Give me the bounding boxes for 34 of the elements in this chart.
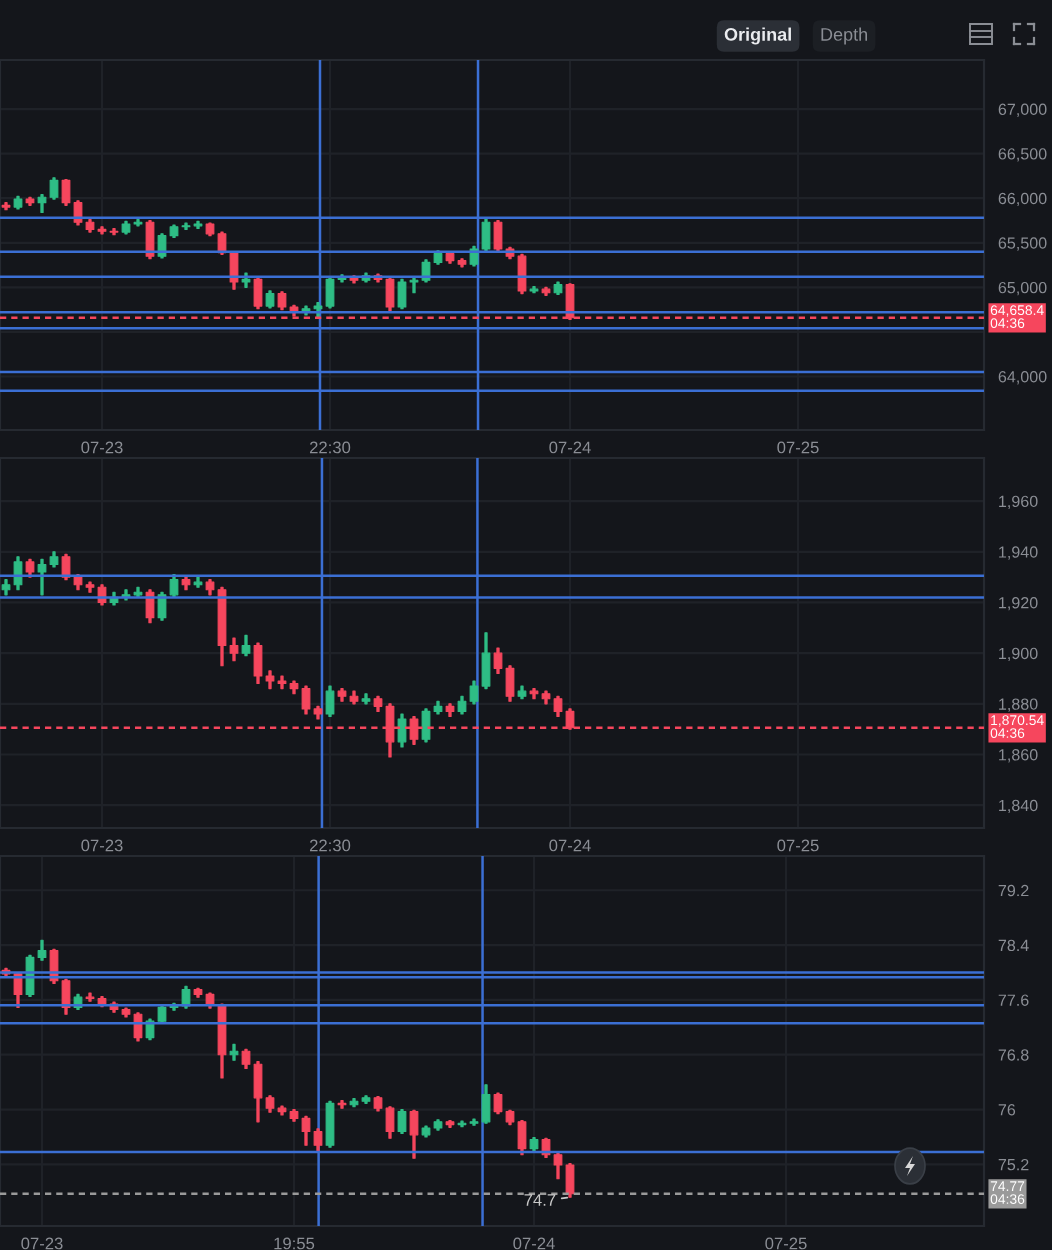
y-tick-label: 1,940 xyxy=(999,546,1038,560)
y-tick-label: 66,000 xyxy=(998,192,1047,207)
x-tick-label: 07-25 xyxy=(777,441,819,454)
x-tick-label: 22:30 xyxy=(309,441,351,454)
y-tick-label: 64,000 xyxy=(998,371,1047,385)
y-tick-label: 1,880 xyxy=(999,698,1038,712)
y-tick-label: 1,900 xyxy=(999,647,1038,662)
x-tick-label: 07-24 xyxy=(549,441,591,454)
y-tick-label: 76 xyxy=(998,1104,1016,1116)
annotation: 74.7 xyxy=(524,1194,556,1206)
y-tick-label: 1,920 xyxy=(999,597,1038,611)
text: Original xyxy=(724,27,791,45)
x-tick-label: 07-24 xyxy=(513,1237,555,1250)
x-tick-label: 07-25 xyxy=(765,1237,807,1250)
y-tick-label: 65,000 xyxy=(998,281,1047,296)
text: Depth xyxy=(821,27,868,45)
y-tick-label: 67,000 xyxy=(998,103,1047,117)
y-tick-label: 65,500 xyxy=(998,237,1047,251)
y-tick-label: 79.2 xyxy=(998,884,1029,897)
y-tick-label: 1,860 xyxy=(999,749,1038,763)
y-tick-label: 75.2 xyxy=(998,1158,1029,1171)
x-tick-label: 07-24 xyxy=(549,839,591,852)
x-tick-label: 07-25 xyxy=(777,839,819,852)
x-tick-label: 07-23 xyxy=(81,839,123,852)
y-tick-label: 78.4 xyxy=(998,939,1029,952)
y-tick-label: 77.6 xyxy=(998,994,1029,1006)
x-tick-label: 19:55 xyxy=(274,1237,315,1250)
y-tick-label: 1,960 xyxy=(999,495,1038,509)
y-tick-label: 66,500 xyxy=(998,148,1047,162)
x-tick-label: 07-23 xyxy=(81,441,123,454)
y-tick-label: 76.8 xyxy=(998,1049,1029,1061)
y-tick-label: 1,840 xyxy=(999,799,1038,814)
x-tick-label: 07-23 xyxy=(21,1237,63,1250)
x-tick-label: 22:30 xyxy=(309,839,351,852)
